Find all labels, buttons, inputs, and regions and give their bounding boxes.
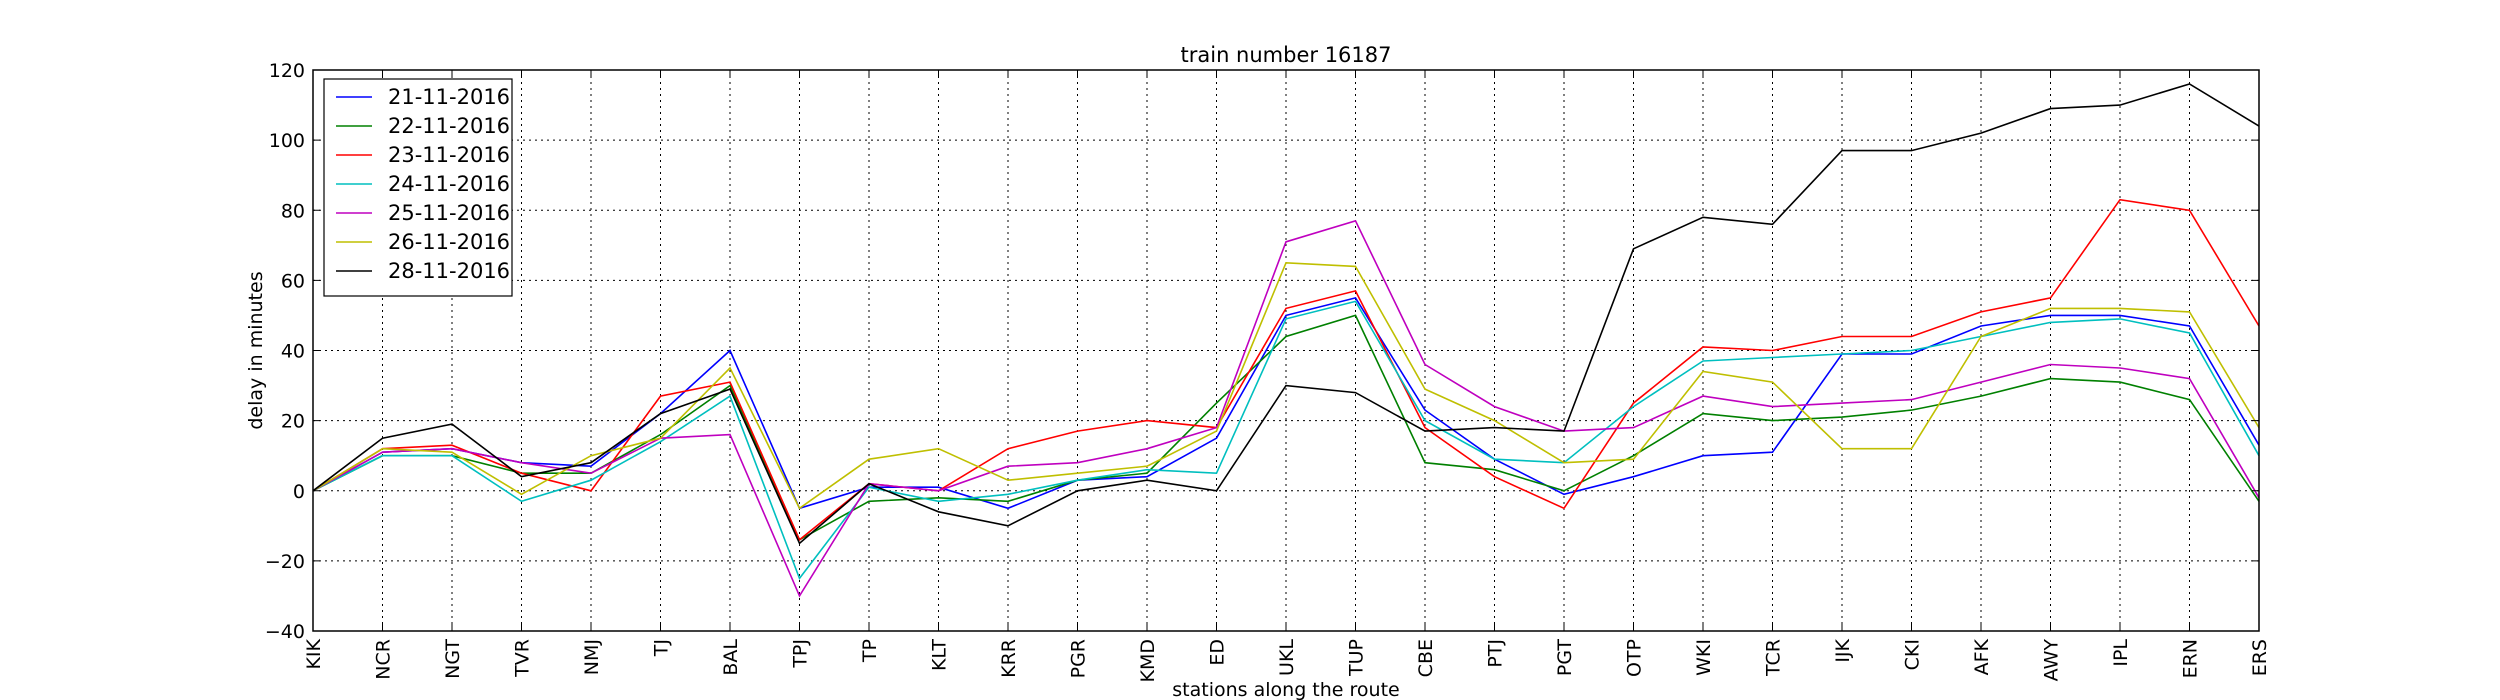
x-tick-label: UKL <box>1276 639 1298 676</box>
y-tick-label: −20 <box>265 551 305 573</box>
series-line-26-11-2016 <box>312 261 2260 510</box>
legend-label: 28-11-2016 <box>388 259 510 283</box>
x-tick-label: NGT <box>442 639 464 679</box>
x-tick-label: PGT <box>1554 639 1576 677</box>
x-tick-label: BAL <box>720 639 742 676</box>
x-tick-label: CBE <box>1415 639 1437 677</box>
x-tick-label: TVR <box>512 639 534 678</box>
x-axis-label: stations along the route <box>1172 679 1399 700</box>
y-tick-label: 60 <box>281 270 305 292</box>
x-tick-label: ERN <box>2180 639 2202 678</box>
x-tick-label: TCR <box>1763 639 1785 677</box>
y-tick-labels: −40 −20 0 20 40 60 80 100 120 <box>265 60 305 643</box>
legend-label: 22-11-2016 <box>388 114 510 138</box>
x-tick-label: NCR <box>373 639 395 680</box>
y-axis-label: delay in minutes <box>245 271 267 429</box>
axis-ticks <box>312 69 2260 632</box>
y-tick-label: 80 <box>281 200 305 222</box>
x-tick-label: TJ <box>651 639 673 657</box>
x-tick-label: ERS <box>2249 639 2271 676</box>
x-tick-label: IJK <box>1832 638 1854 662</box>
series-line-28-11-2016 <box>312 83 2260 545</box>
x-tick-label: NMJ <box>581 639 603 675</box>
x-tick-label: KRR <box>998 639 1020 678</box>
x-tick-label: PGR <box>1068 639 1090 678</box>
x-tick-label: WKI <box>1693 639 1715 676</box>
x-tick-label: PTJ <box>1485 639 1507 668</box>
x-tick-label: TP <box>859 639 881 663</box>
series-lines <box>312 83 2260 598</box>
x-tick-label: IPL <box>2110 639 2132 667</box>
x-tick-labels: KIK NCR NGT TVR NMJ TJ BAL TPJ TP KLT KRR PGR KMD ED U… <box>303 638 2271 682</box>
y-tick-label: 40 <box>281 341 305 363</box>
legend: 21-11-2016 22-11-2016 23-11-2016 24-11-2016… <box>323 78 513 297</box>
y-tick-label: 100 <box>269 130 305 152</box>
x-tick-label: TPJ <box>790 639 812 669</box>
y-tick-label: 20 <box>281 411 305 433</box>
x-tick-label: KLT <box>929 639 951 671</box>
series-line-25-11-2016 <box>312 219 2260 598</box>
series-line-21-11-2016 <box>312 296 2260 510</box>
legend-label: 24-11-2016 <box>388 172 510 196</box>
series-line-23-11-2016 <box>312 198 2260 542</box>
x-tick-label: CKI <box>1902 639 1924 670</box>
y-tick-label: −40 <box>265 621 305 643</box>
series-line-22-11-2016 <box>312 314 2260 541</box>
chart-title: train number 16187 <box>1181 43 1392 67</box>
legend-label: 26-11-2016 <box>388 230 510 254</box>
x-tick-label: TUP <box>1346 639 1368 677</box>
legend-frame <box>323 78 513 297</box>
legend-label: 21-11-2016 <box>388 85 510 109</box>
x-tick-label: ED <box>1207 639 1229 666</box>
legend-label: 23-11-2016 <box>388 143 510 167</box>
y-tick-label: 0 <box>293 481 305 503</box>
x-tick-label: AWY <box>2041 639 2063 682</box>
x-tick-label: OTP <box>1624 639 1646 677</box>
y-tick-label: 120 <box>269 60 305 82</box>
x-tick-label: KMD <box>1137 639 1159 682</box>
x-tick-label: KIK <box>303 638 325 669</box>
x-tick-label: AFK <box>1971 638 1993 675</box>
legend-label: 25-11-2016 <box>388 201 510 225</box>
series-line-24-11-2016 <box>312 300 2260 581</box>
